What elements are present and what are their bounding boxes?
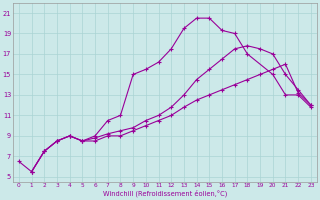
X-axis label: Windchill (Refroidissement éolien,°C): Windchill (Refroidissement éolien,°C): [103, 190, 227, 197]
